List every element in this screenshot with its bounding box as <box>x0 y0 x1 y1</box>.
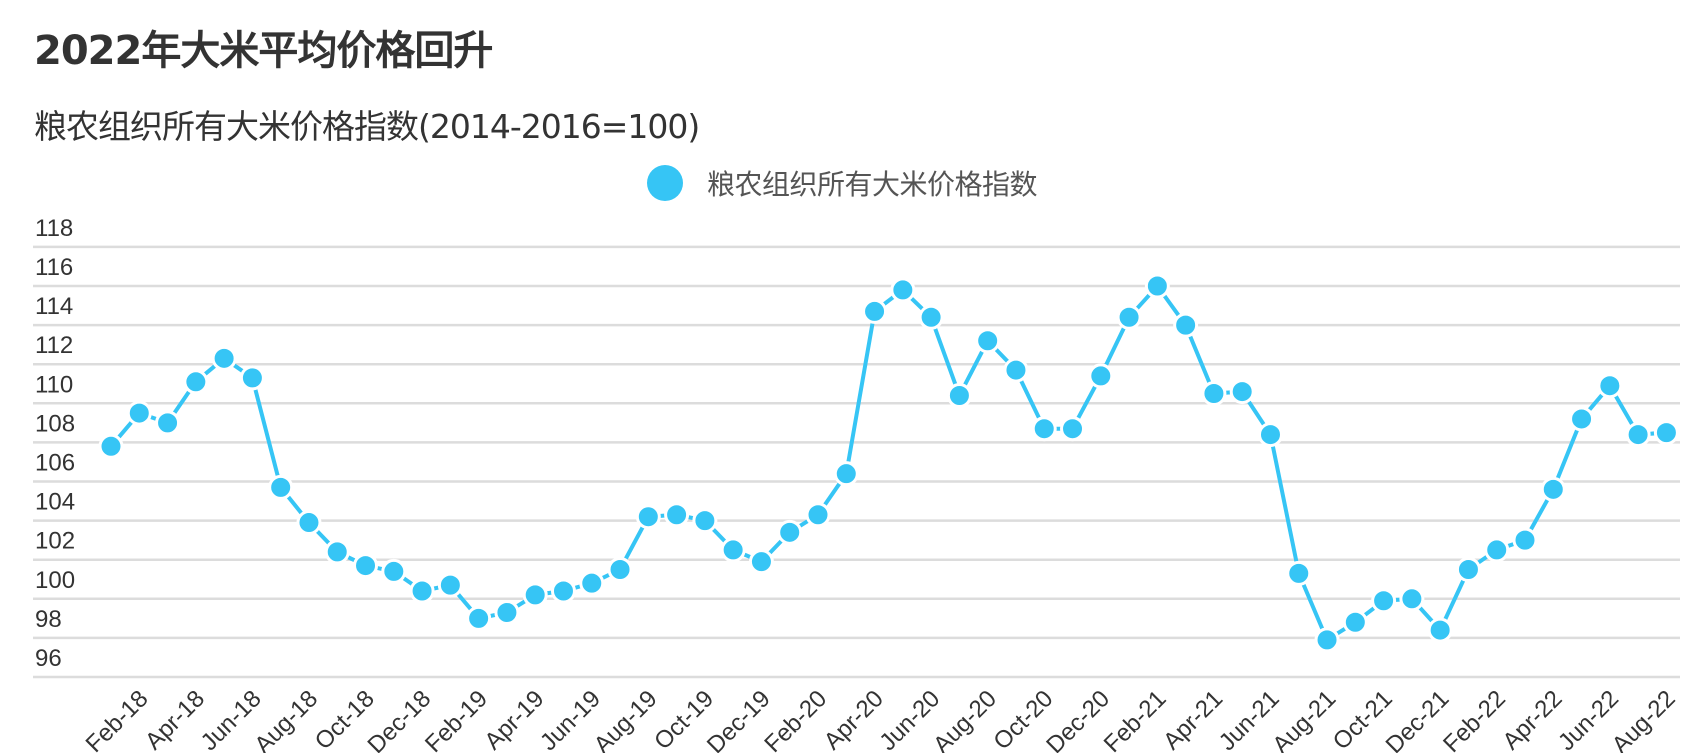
y-tick-label: 112 <box>35 332 73 359</box>
data-point-marker[interactable]: Mar-20: 106.4 <box>833 461 859 487</box>
gridlines <box>33 245 1680 679</box>
x-tick-label: Aug-21 <box>1267 685 1341 753</box>
data-point-marker[interactable]: Aug-19: 104.2 <box>635 504 661 530</box>
data-point-marker[interactable]: Aug-20: 113.2 <box>975 328 1001 354</box>
data-point-marker[interactable]: Jun-21: 108.4 <box>1257 422 1283 448</box>
data-point-marker[interactable]: Oct-19: 104 <box>692 508 718 534</box>
data-point-marker[interactable]: Jul-18: 105.7 <box>268 474 294 500</box>
data-point-marker[interactable]: Aug-21: 97.9 <box>1314 627 1340 653</box>
data-point-marker[interactable]: Jun-22: 110.9 <box>1597 373 1623 399</box>
data-point-marker[interactable]: Nov-21: 100 <box>1399 586 1425 612</box>
data-point-marker[interactable]: Jun-18: 111.3 <box>239 365 265 391</box>
chart-title: 2022年大米平均价格回升 <box>34 28 493 74</box>
circle-marker-icon <box>647 165 683 201</box>
data-point-marker[interactable]: Apr-18: 111.1 <box>183 369 209 395</box>
x-tick-label: Apr-19 <box>479 685 549 753</box>
x-tick-label: Feb-19 <box>420 685 493 753</box>
data-point-marker[interactable]: Mar-19: 99.3 <box>494 599 520 625</box>
data-point-marker[interactable]: Apr-22: 105.6 <box>1540 476 1566 502</box>
chart-legend: 粮农组织所有大米价格指数 <box>647 164 1038 202</box>
data-point-marker[interactable]: Nov-20: 108.7 <box>1060 416 1086 442</box>
x-tick-label: Aug-18 <box>249 685 323 753</box>
data-point-marker[interactable]: Jan-21: 114.4 <box>1116 304 1142 330</box>
data-point-marker[interactable]: Sep-20: 111.7 <box>1003 357 1029 383</box>
y-tick-label: 102 <box>35 528 75 555</box>
data-point-marker[interactable]: Mar-18: 109 <box>155 410 181 436</box>
y-tick-label: 98 <box>35 606 62 633</box>
data-point-marker[interactable]: Apr-21: 110.5 <box>1201 381 1227 407</box>
data-point-marker[interactable]: Feb-19: 99 <box>466 605 492 631</box>
data-point-marker[interactable]: May-20: 115.8 <box>890 277 916 303</box>
x-tick-label: Feb-20 <box>759 685 832 753</box>
y-tick-label: 96 <box>35 645 62 672</box>
x-tick-label: Apr-21 <box>1158 685 1228 753</box>
data-point-marker[interactable]: Sep-19: 104.3 <box>664 502 690 528</box>
data-point-marker[interactable]: Jul-20: 110.4 <box>946 382 972 408</box>
data-point-marker[interactable]: Jan-22: 101.5 <box>1455 556 1481 582</box>
data-point-marker[interactable]: Sep-18: 102.4 <box>324 539 350 565</box>
data-point-marker[interactable]: Feb-18: 109.5 <box>126 400 152 426</box>
data-point-marker[interactable]: Dec-20: 111.4 <box>1088 363 1114 389</box>
x-tick-label: Aug-22 <box>1607 685 1681 753</box>
data-point-marker[interactable]: May-21: 110.6 <box>1229 379 1255 405</box>
data-point-marker[interactable]: Jul-22: 108.4 <box>1625 422 1651 448</box>
data-point-marker[interactable]: Mar-22: 103 <box>1512 527 1538 553</box>
data-point-marker[interactable]: Jun-19: 100.8 <box>579 570 605 596</box>
data-point-marker[interactable]: Nov-19: 102.5 <box>720 537 746 563</box>
data-point-marker[interactable]: Apr-20: 114.7 <box>862 298 888 324</box>
data-point-marker[interactable]: Sep-21: 98.8 <box>1342 609 1368 635</box>
data-point-marker[interactable]: Aug-22: 108.5 <box>1653 420 1679 446</box>
data-point-marker[interactable]: Feb-22: 102.5 <box>1484 537 1510 563</box>
data-point-marker[interactable]: Aug-18: 103.9 <box>296 510 322 536</box>
data-point-marker[interactable]: Jul-19: 101.5 <box>607 556 633 582</box>
data-point-marker[interactable]: Feb-21: 116 <box>1144 273 1170 299</box>
data-point-marker[interactable]: Jan-20: 103.4 <box>777 519 803 545</box>
x-tick-label: Apr-18 <box>140 685 210 753</box>
y-tick-label: 110 <box>35 371 73 398</box>
data-point-marker[interactable]: Dec-21: 98.4 <box>1427 617 1453 643</box>
data-point-marker[interactable]: Feb-20: 104.3 <box>805 502 831 528</box>
x-tick-label: Feb-22 <box>1438 685 1511 753</box>
data-point-marker[interactable]: Oct-21: 99.9 <box>1371 588 1397 614</box>
legend-label[interactable]: 粮农组织所有大米价格指数 <box>707 168 1038 201</box>
data-point-marker[interactable]: Apr-19: 100.2 <box>522 582 548 608</box>
x-tick-label: Feb-18 <box>81 685 154 753</box>
data-point-marker[interactable]: Oct-18: 101.7 <box>353 553 379 579</box>
y-tick-label: 100 <box>35 567 75 594</box>
y-tick-label: 116 <box>35 254 73 281</box>
data-point-marker[interactable]: Dec-18: 100.4 <box>409 578 435 604</box>
y-tick-label: 118 <box>35 215 73 242</box>
data-point-marker[interactable]: Jul-21: 101.3 <box>1286 560 1312 586</box>
y-tick-label: 106 <box>35 450 75 477</box>
chart-subtitle: 粮农组织所有大米价格指数(2014-2016=100) <box>34 107 700 146</box>
x-tick-label: Apr-20 <box>819 685 889 753</box>
x-axis-labels: Feb-18Apr-18Jun-18Aug-18Oct-18Dec-18Feb-… <box>81 685 1681 753</box>
x-tick-label: Apr-22 <box>1497 685 1567 753</box>
data-point-marker[interactable]: May-22: 109.2 <box>1569 406 1595 432</box>
data-point-marker[interactable]: May-18: 112.3 <box>211 345 237 371</box>
data-point-marker[interactable]: Dec-19: 101.9 <box>748 549 774 575</box>
x-tick-label: Aug-19 <box>589 685 663 753</box>
data-point-marker[interactable]: Oct-20: 108.7 <box>1031 416 1057 442</box>
y-tick-label: 104 <box>35 489 75 516</box>
data-point-marker[interactable]: Mar-21: 114 <box>1173 312 1199 338</box>
data-point-marker[interactable]: May-19: 100.4 <box>550 578 576 604</box>
data-point-marker[interactable]: Nov-18: 101.4 <box>381 558 407 584</box>
y-axis-labels: 118 116 114 112 110 108 106 104 102 100 98 96 <box>35 215 75 672</box>
y-tick-label: 114 <box>35 293 73 320</box>
x-tick-label: Aug-20 <box>928 685 1002 753</box>
y-tick-label: 108 <box>35 410 75 437</box>
data-point-marker[interactable]: Jan-19: 100.7 <box>437 572 463 598</box>
x-tick-label: Feb-21 <box>1099 685 1172 753</box>
series-line <box>109 284 1667 642</box>
data-point-marker[interactable]: Jan-18: 107.8 <box>98 433 124 459</box>
data-point-marker[interactable]: Jun-20: 114.4 <box>918 304 944 330</box>
